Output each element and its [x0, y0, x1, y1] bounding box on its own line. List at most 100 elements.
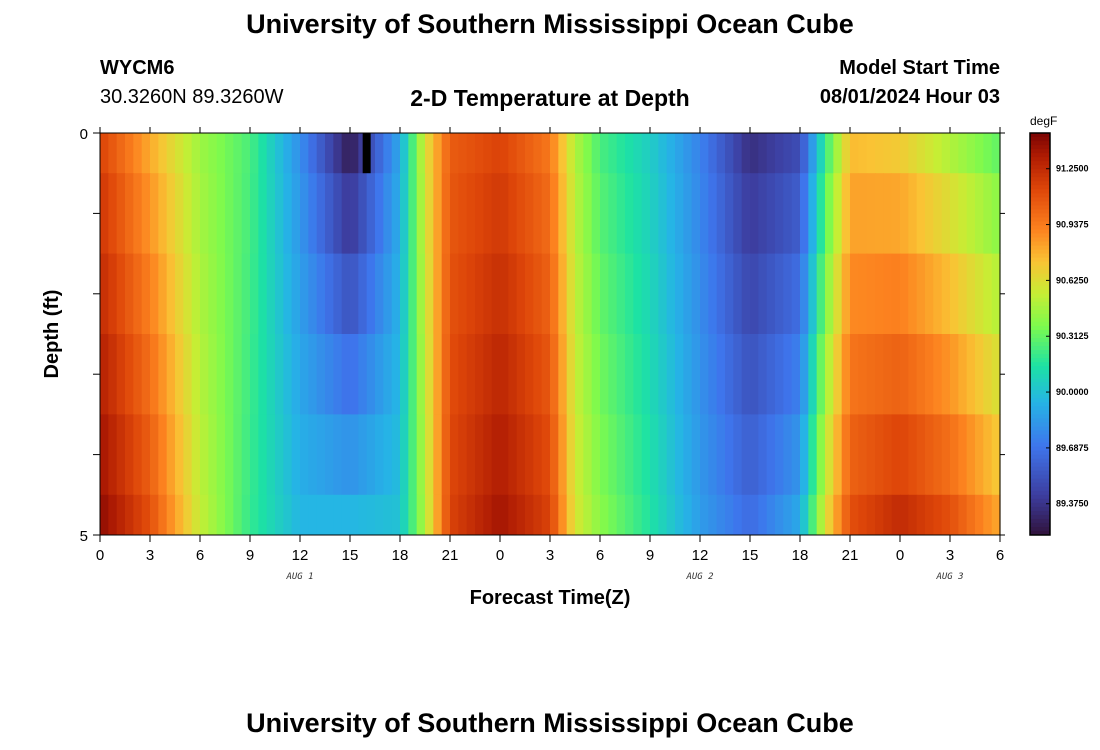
heatmap-cell	[191, 334, 201, 415]
heatmap-cell	[241, 334, 251, 415]
heatmap-cell	[100, 414, 109, 496]
heatmap-cell	[658, 334, 668, 415]
heatmap-cell	[808, 173, 818, 254]
colorbar-swatch	[1030, 518, 1050, 524]
heatmap-cell	[841, 494, 851, 536]
heatmap-cell	[191, 253, 201, 335]
heatmap-cell	[791, 253, 801, 335]
heatmap-cell	[675, 494, 684, 536]
heatmap-cell	[966, 133, 976, 174]
heatmap-cell	[308, 253, 318, 335]
heatmap-cell	[583, 253, 593, 335]
heatmap-cell	[241, 414, 251, 496]
heatmap-cell	[875, 334, 884, 415]
heatmap-cell	[991, 133, 1001, 174]
colorbar-swatch	[1030, 245, 1050, 251]
heatmap-cell	[891, 334, 901, 415]
heatmap-cell	[858, 334, 868, 415]
heatmap-cell	[616, 133, 626, 174]
heatmap-cell	[216, 133, 226, 174]
heatmap-cell	[633, 253, 643, 335]
colorbar-swatch	[1030, 482, 1050, 488]
heatmap-cell	[583, 494, 593, 536]
heatmap-cell	[708, 253, 718, 335]
colorbar-swatch	[1030, 462, 1050, 468]
colorbar-swatch	[1030, 297, 1050, 303]
heatmap-cell	[425, 173, 434, 254]
heatmap-cell	[941, 173, 951, 254]
x-tick-label: 21	[442, 547, 459, 564]
heatmap-cell	[641, 334, 651, 415]
heatmap-cell	[958, 494, 968, 536]
colorbar-swatch	[1030, 506, 1050, 512]
heatmap-cell	[908, 334, 918, 415]
heatmap-cell	[183, 334, 193, 415]
heatmap-cell	[625, 253, 634, 335]
colorbar-units: degF	[1030, 114, 1057, 128]
colorbar-swatch	[1030, 494, 1050, 500]
colorbar-swatch	[1030, 410, 1050, 415]
heatmap-cell	[541, 253, 551, 335]
x-tick-label: 21	[842, 547, 859, 564]
heatmap-cell	[475, 173, 484, 254]
colorbar-swatch	[1030, 273, 1050, 279]
heatmap-cell	[375, 334, 384, 415]
heatmap-cell	[708, 414, 718, 496]
heatmap-cell	[691, 494, 701, 536]
heatmap-cell	[875, 173, 884, 254]
heatmap-cell	[291, 133, 301, 174]
heatmap-cell	[125, 173, 134, 254]
heatmap-cell	[891, 414, 901, 496]
heatmap-cell	[775, 414, 784, 496]
heatmap-cell	[233, 173, 243, 254]
colorbar-swatch	[1030, 514, 1050, 520]
heatmap-cell	[116, 253, 126, 335]
colorbar-tick-label: 89.6875	[1056, 443, 1089, 453]
heatmap-cell	[741, 494, 751, 536]
heatmap-cell	[133, 173, 143, 254]
heatmap-cell	[333, 253, 343, 335]
heatmap-cell	[866, 133, 876, 174]
heatmap-cell	[333, 414, 343, 496]
heatmap-cell	[858, 133, 868, 174]
heatmap-cell	[633, 414, 643, 496]
colorbar-swatch	[1030, 338, 1050, 343]
heatmap-cell	[850, 334, 859, 415]
heatmap-cell	[875, 133, 884, 174]
heatmap-cell	[583, 334, 593, 415]
heatmap-cell	[750, 133, 759, 174]
heatmap-cell	[766, 334, 776, 415]
x-tick-label: 6	[596, 547, 604, 564]
heatmap-cell	[733, 414, 743, 496]
y-axis-ticks: 05	[80, 126, 1005, 545]
heatmap-cell	[200, 334, 209, 415]
colorbar-swatch	[1030, 426, 1050, 431]
heatmap-cell	[241, 173, 251, 254]
heatmap-cell	[966, 253, 976, 335]
heatmap-cell	[983, 334, 993, 415]
heatmap-cell	[775, 334, 784, 415]
heatmap-cell	[516, 253, 526, 335]
heatmap-cell	[508, 173, 518, 254]
heatmap-cell	[475, 414, 484, 496]
heatmap-cell	[283, 253, 293, 335]
colorbar-swatch	[1030, 321, 1050, 327]
day-label: AUG 1	[285, 572, 313, 582]
heatmap-cell	[766, 494, 776, 536]
heatmap-cell	[191, 173, 201, 254]
heatmap-cell	[525, 253, 534, 335]
colorbar-swatch	[1030, 201, 1050, 206]
heatmap-cell	[125, 133, 134, 174]
colorbar-swatch	[1030, 161, 1050, 166]
heatmap-cell	[975, 133, 984, 174]
heatmap-cell	[666, 253, 676, 335]
heatmap-cell	[216, 334, 226, 415]
heatmap-cell	[566, 133, 576, 174]
heatmap-cell	[266, 334, 276, 415]
heatmap-cell	[625, 414, 634, 496]
colorbar-swatch	[1030, 522, 1050, 528]
heatmap-cell	[841, 334, 851, 415]
heatmap-cell	[291, 253, 301, 335]
y-axis-label: Depth (ft)	[41, 290, 63, 379]
heatmap-cell	[750, 494, 759, 536]
